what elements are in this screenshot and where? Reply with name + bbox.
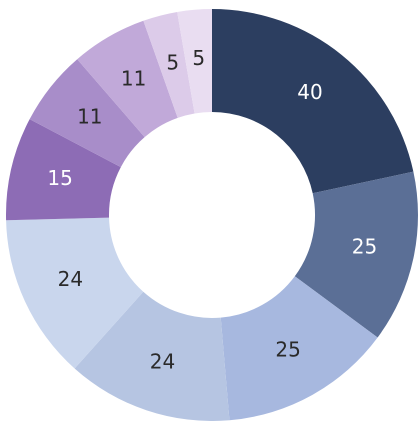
slice-label: 25: [275, 338, 300, 362]
donut-slice: [220, 276, 378, 421]
donut-slice: [77, 20, 178, 138]
slice-label: 25: [352, 234, 377, 258]
slice-label: 15: [47, 166, 72, 190]
slice-label: 11: [121, 67, 146, 91]
donut-slice: [29, 59, 145, 168]
donut-slice: [5, 119, 121, 221]
slice-label: 5: [192, 46, 205, 70]
donut-slice: [294, 171, 418, 338]
slice-label: 11: [77, 105, 102, 129]
slice-label: 40: [297, 80, 322, 104]
slice-label: 5: [166, 51, 179, 75]
slice-label: 24: [58, 267, 83, 291]
slice-label: 24: [150, 349, 175, 373]
donut-slice: [143, 11, 195, 118]
donut-slice: [74, 291, 230, 421]
donut-slice: [6, 217, 144, 369]
donut-slice: [177, 9, 212, 114]
donut-slice: [212, 9, 414, 194]
